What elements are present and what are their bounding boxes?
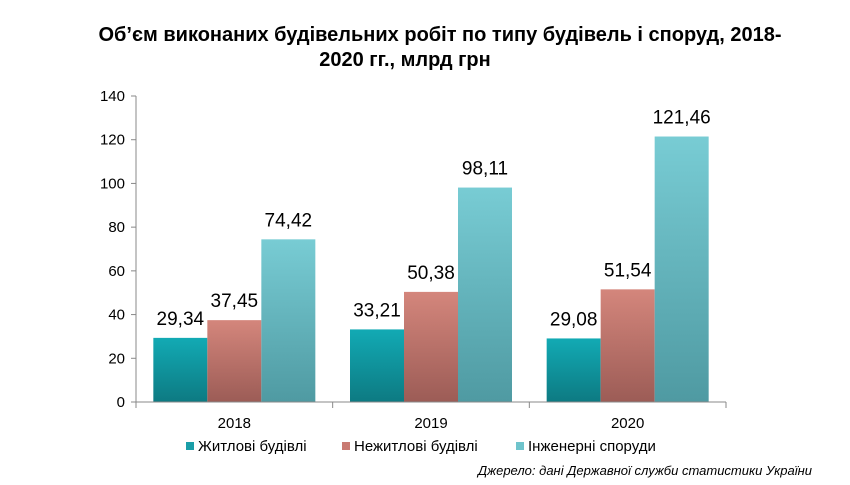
- data-labels-group: 29,34 37,45 74,42 33,21 50,38 98,11 29,08 51,54…: [157, 108, 711, 331]
- bar: [207, 320, 262, 402]
- x-tick-label: 2019: [414, 415, 447, 432]
- data-label: 29,34: [157, 309, 205, 330]
- y-axis-ticks: 0 20 40 60 80 100 120 140: [100, 88, 136, 411]
- bars-group: [153, 136, 709, 403]
- chart-title-line-2: 2020 гг., млрд грн: [319, 49, 490, 71]
- y-tick-label: 20: [108, 350, 125, 367]
- data-label: 51,54: [604, 260, 652, 281]
- chart-title-line-1: Об’єм виконаних будівельних робіт по тип…: [99, 24, 782, 46]
- x-tick-label: 2020: [611, 415, 644, 432]
- data-label: 98,11: [462, 159, 508, 180]
- x-tick-label: 2018: [218, 415, 251, 432]
- data-label: 37,45: [211, 291, 259, 312]
- legend-swatch: [516, 442, 524, 450]
- bar: [404, 291, 458, 402]
- y-tick-label: 60: [108, 263, 125, 280]
- legend-label: Житлові будівлі: [198, 438, 307, 455]
- data-label: 50,38: [407, 263, 455, 284]
- bar: [350, 329, 404, 402]
- y-tick-label: 80: [108, 219, 125, 236]
- bar: [654, 136, 709, 403]
- y-tick-label: 140: [100, 88, 125, 105]
- legend-label: Нежитлові будівлі: [354, 438, 478, 455]
- source-note: Джерело: дані Державної служби статистик…: [476, 463, 812, 478]
- legend-label: Інженерні споруди: [528, 438, 656, 455]
- y-tick-label: 100: [100, 175, 125, 192]
- bar: [153, 337, 208, 402]
- bar: [458, 187, 512, 402]
- y-tick-label: 0: [117, 394, 125, 411]
- data-label: 29,08: [550, 309, 598, 330]
- data-label: 121,46: [653, 108, 711, 129]
- data-label: 74,42: [265, 210, 313, 231]
- bar: [600, 289, 655, 402]
- legend-swatch: [186, 442, 194, 450]
- y-tick-label: 40: [108, 307, 125, 324]
- x-axis-ticks: 2018 2019 2020: [135, 402, 727, 432]
- data-label: 33,21: [353, 300, 401, 321]
- legend: Житлові будівлі Нежитлові будівлі Інженерн…: [186, 438, 656, 455]
- legend-swatch: [342, 442, 350, 450]
- y-tick-label: 120: [100, 132, 125, 149]
- bar: [261, 239, 316, 402]
- bar: [546, 338, 601, 402]
